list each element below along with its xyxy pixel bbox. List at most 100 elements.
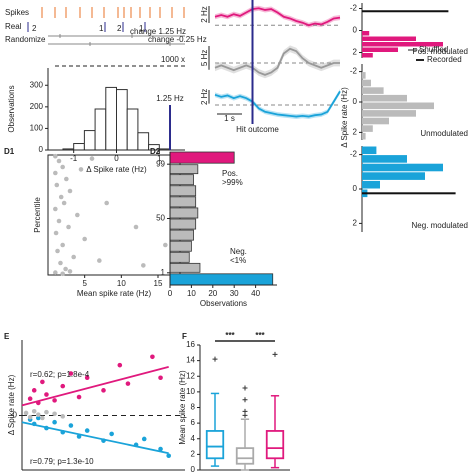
point: [163, 242, 168, 248]
point: [36, 412, 41, 417]
point: [101, 388, 106, 393]
point: [63, 266, 68, 272]
point: [150, 354, 155, 360]
raster-label: Randomize: [5, 35, 46, 44]
raster-label: Spikes: [5, 8, 29, 17]
y-tick-label: -2: [350, 4, 358, 13]
annotation: r=0.62; p=1.8e-4: [30, 370, 90, 379]
x-tick-label: 40: [251, 289, 260, 298]
point: [27, 396, 33, 402]
annotation: Pos.: [222, 169, 238, 178]
box: [205, 430, 225, 460]
recorded-bar: [362, 79, 371, 87]
x-tick-label: 10: [187, 289, 196, 298]
point: [52, 419, 57, 425]
recorded-bar: [362, 180, 380, 189]
y-tick-label: 2: [353, 128, 358, 137]
point: [66, 224, 71, 230]
y-tick-label: 99: [156, 159, 165, 168]
annotation: Neg.: [230, 247, 247, 256]
y-axis-label: Mean spike rate (Hz): [178, 370, 187, 445]
marker-label: 1.25 Hz: [156, 94, 184, 103]
scale-bar-label: 5 Hz: [200, 50, 209, 66]
point: [40, 415, 45, 421]
recorded-bar: [362, 87, 384, 94]
scale-bar-label: 2 Hz: [200, 89, 209, 105]
raster-decoration: [27, 7, 185, 67]
trace: [214, 7, 341, 27]
recorded-bar: [362, 146, 377, 155]
point: [53, 206, 58, 212]
point: [56, 218, 62, 224]
trace: [214, 90, 341, 118]
y-tick-label: 200: [30, 102, 44, 111]
x-axis-label: Hit outcome: [236, 125, 279, 134]
event-label: 1: [139, 24, 144, 33]
bar: [169, 273, 274, 286]
histogram-bar: [105, 86, 117, 151]
event-label: 2: [32, 24, 37, 33]
x-axis-label: Observations: [200, 299, 247, 308]
point: [78, 167, 84, 172]
y-tick-label: 14: [186, 356, 195, 365]
x-tick-label: 20: [208, 289, 217, 298]
significance-label: ***: [225, 331, 235, 340]
bar: [169, 196, 197, 208]
bar: [169, 151, 235, 164]
x-tick-label: 5: [82, 279, 87, 288]
recorded-bar: [362, 102, 434, 110]
point: [52, 411, 57, 417]
bar: [169, 240, 192, 252]
point: [84, 428, 90, 433]
point: [55, 248, 60, 254]
fit-line: [21, 365, 169, 407]
x-tick-label: 10: [117, 279, 126, 288]
histogram-bar: [137, 132, 150, 151]
raster-label: change -0.25 Hz: [148, 35, 207, 44]
panel-name: Unmodulated: [420, 129, 468, 138]
point: [75, 212, 80, 218]
panel-label: D2: [150, 147, 161, 156]
recorded-bar: [362, 110, 416, 117]
point: [64, 176, 69, 182]
point: [60, 271, 65, 277]
raster-label: Real: [5, 22, 22, 31]
outlier: [272, 351, 278, 357]
bar: [169, 174, 194, 186]
point: [67, 269, 73, 274]
x-tick-label: 0: [114, 154, 119, 163]
y-tick-label: 50: [156, 214, 165, 223]
point: [56, 158, 62, 164]
y-tick-label: 2: [353, 48, 358, 57]
recorded-bar: [362, 36, 416, 41]
panel-label: E: [4, 332, 10, 341]
y-tick-label: 0: [353, 97, 358, 106]
annotation: >99%: [222, 178, 243, 187]
y-axis-label: Observations: [7, 85, 16, 132]
point: [23, 410, 29, 416]
fit-line: [21, 421, 169, 455]
point: [53, 230, 59, 236]
point: [40, 379, 45, 385]
point: [60, 414, 66, 419]
outlier: [242, 385, 248, 391]
point: [67, 188, 73, 194]
event-label: 1: [99, 24, 104, 33]
point: [53, 153, 58, 159]
event-label: 2: [117, 24, 122, 33]
point: [71, 254, 76, 260]
recorded-bar: [362, 42, 443, 47]
bar: [169, 164, 199, 175]
panel-label: F: [182, 332, 187, 341]
point: [52, 398, 57, 403]
point: [76, 394, 82, 400]
panel-name: Neg. modulated: [412, 221, 468, 230]
point: [166, 453, 171, 459]
trace: [214, 47, 340, 76]
recorded-bar: [362, 94, 407, 102]
bar: [169, 218, 197, 230]
box: [235, 447, 255, 465]
point: [60, 383, 66, 389]
recorded-bar: [362, 155, 407, 163]
point: [53, 170, 58, 176]
